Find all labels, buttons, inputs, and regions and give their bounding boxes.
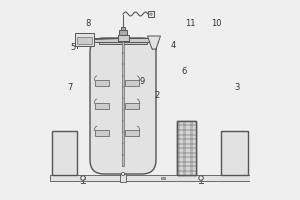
Bar [50, 175, 250, 181]
Bar [77, 37, 92, 44]
Bar [95, 130, 109, 136]
Text: 3: 3 [234, 83, 240, 92]
Text: 11: 11 [185, 19, 195, 27]
Bar [121, 174, 125, 175]
Bar [122, 30, 124, 166]
Bar [121, 27, 125, 30]
Text: 5: 5 [70, 43, 76, 51]
Bar [183, 121, 187, 175]
Bar [88, 38, 158, 42]
Bar [180, 121, 183, 175]
Bar [95, 80, 109, 86]
Bar [52, 131, 77, 175]
Bar [124, 80, 139, 86]
Bar [119, 30, 127, 35]
Bar [177, 121, 180, 175]
Bar [118, 35, 128, 41]
Bar [148, 11, 154, 17]
Bar [124, 130, 139, 136]
Text: 8: 8 [85, 19, 91, 27]
FancyBboxPatch shape [90, 38, 156, 174]
Bar [81, 177, 85, 179]
Bar [193, 121, 196, 175]
Bar [177, 121, 196, 175]
Bar [99, 42, 147, 44]
Bar [75, 33, 94, 46]
Bar [187, 121, 190, 175]
Text: 7: 7 [67, 83, 73, 92]
Text: 10: 10 [211, 20, 221, 28]
Bar [161, 177, 165, 179]
Bar [190, 121, 193, 175]
Text: 9: 9 [140, 76, 145, 86]
Bar [177, 121, 196, 175]
Text: 2: 2 [154, 92, 160, 100]
Circle shape [122, 172, 124, 176]
Bar [221, 131, 248, 175]
Text: 4: 4 [170, 40, 175, 49]
Bar [124, 103, 139, 109]
Circle shape [150, 13, 152, 15]
Polygon shape [148, 36, 160, 49]
Circle shape [199, 176, 203, 180]
Bar [120, 174, 126, 182]
Bar [95, 103, 109, 109]
Circle shape [81, 176, 85, 180]
Text: 6: 6 [181, 68, 187, 76]
